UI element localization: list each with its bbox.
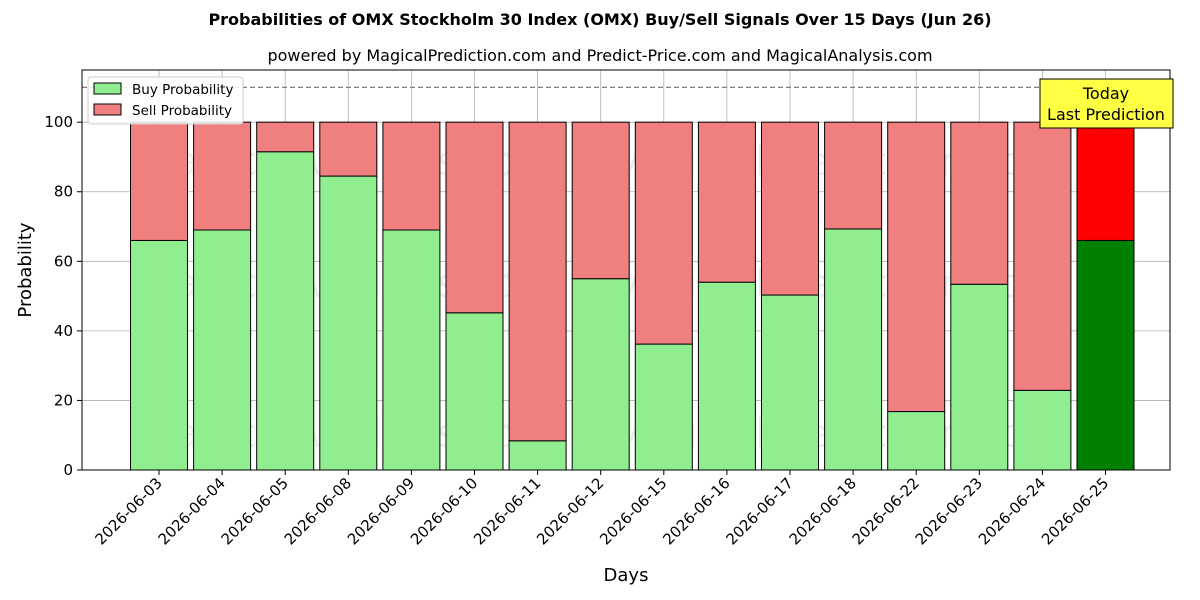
buy-bar	[508, 440, 567, 471]
sell-bar	[193, 121, 252, 231]
x-tick-label: 2026-06-04	[155, 474, 229, 548]
x-tick-label: 2026-06-09	[344, 474, 418, 548]
sell-bar	[950, 121, 1009, 285]
buy-bar	[1076, 239, 1135, 471]
sell-bar	[445, 121, 504, 314]
buy-bar	[382, 229, 441, 471]
legend-label-sell: Sell Probability	[132, 103, 232, 119]
sell-bar	[256, 121, 315, 153]
x-tick-label: 2026-06-10	[407, 474, 481, 548]
sell-bar	[382, 121, 441, 231]
annotation-line-1: Today	[1082, 84, 1129, 103]
y-tick-label: 100	[44, 113, 73, 131]
x-tick-label: 2026-06-12	[533, 474, 607, 548]
legend-box	[87, 76, 244, 125]
x-tick-label: 2026-06-15	[596, 474, 670, 548]
legend-label-buy: Buy Probability	[132, 82, 233, 98]
x-tick-label: 2026-06-08	[281, 474, 355, 548]
x-axis-label: Days	[604, 565, 649, 586]
chart-subtitle: powered by MagicalPrediction.com and Pre…	[267, 46, 933, 65]
y-tick-label: 0	[63, 461, 73, 479]
sell-bar	[1076, 121, 1135, 241]
x-tick-label: 2026-06-03	[91, 474, 165, 548]
y-tick-label: 80	[54, 183, 73, 201]
sell-bar	[319, 121, 378, 177]
buy-bar	[1013, 389, 1072, 471]
annotation-line-2: Last Prediction	[1047, 105, 1165, 124]
sell-bar	[130, 121, 188, 241]
buy-bar	[319, 175, 378, 471]
buy-bar	[634, 343, 693, 471]
x-tick-label: 2026-06-24	[975, 474, 1049, 548]
x-tick-label: 2026-06-11	[470, 474, 544, 548]
buy-bar	[445, 312, 504, 471]
sell-bar	[824, 121, 883, 230]
sell-bar	[571, 121, 630, 280]
buy-bar	[571, 278, 630, 471]
sell-bar	[508, 121, 567, 442]
sell-bar	[697, 121, 756, 283]
x-tick-label: 2026-06-16	[659, 474, 733, 548]
chart-title: Probabilities of OMX Stockholm 30 Index …	[208, 10, 992, 29]
sell-bar	[887, 121, 946, 413]
x-tick-label: 2026-06-23	[912, 474, 986, 548]
y-tick-label: 40	[54, 322, 73, 340]
x-tick-label: 2026-06-22	[849, 474, 923, 548]
x-tick-label: 2026-06-25	[1038, 474, 1112, 548]
sell-bar	[1013, 121, 1072, 391]
y-tick-label: 20	[54, 391, 73, 409]
sell-bar	[761, 121, 819, 296]
buy-bar	[697, 281, 756, 471]
buy-bar	[130, 239, 188, 471]
buy-bar	[256, 151, 315, 471]
x-tick-label: 2026-06-17	[722, 474, 796, 548]
y-tick-label: 60	[54, 252, 73, 270]
buy-bar	[824, 228, 883, 471]
annotation-box	[1039, 78, 1174, 129]
buy-bar	[950, 283, 1009, 471]
legend-swatch-buy	[93, 82, 122, 95]
y-axis-label: Probability	[15, 222, 36, 317]
sell-bar	[634, 121, 693, 345]
plot-frame	[81, 69, 1171, 471]
buy-bar	[761, 294, 819, 471]
legend-swatch-sell	[93, 103, 122, 116]
buy-bar	[887, 411, 946, 471]
buy-bar	[193, 229, 252, 471]
x-tick-label: 2026-06-05	[218, 474, 292, 548]
x-tick-label: 2026-06-18	[786, 474, 860, 548]
